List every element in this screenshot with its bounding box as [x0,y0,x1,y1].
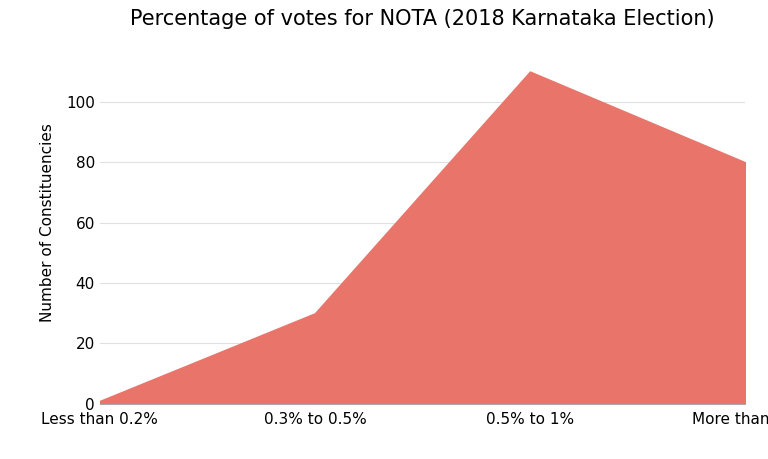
Y-axis label: Number of Constituencies: Number of Constituencies [40,123,55,322]
Title: Percentage of votes for NOTA (2018 Karnataka Election): Percentage of votes for NOTA (2018 Karna… [130,9,715,28]
